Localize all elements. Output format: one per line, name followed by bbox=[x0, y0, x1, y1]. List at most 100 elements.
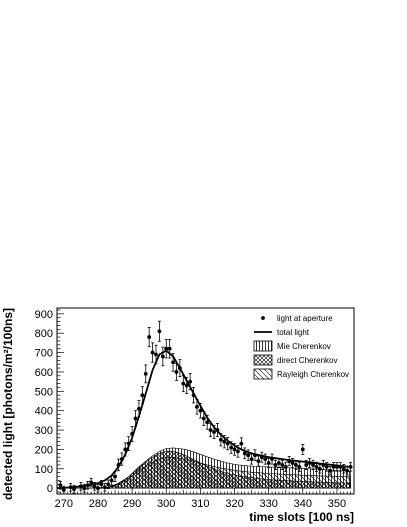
data-point bbox=[85, 481, 90, 490]
legend-entry: Mie Cherenkov bbox=[253, 340, 331, 352]
data-point bbox=[191, 387, 196, 404]
data-point bbox=[294, 459, 298, 470]
data-point bbox=[259, 451, 264, 463]
data-point bbox=[263, 453, 268, 465]
data-point bbox=[72, 484, 76, 494]
data-point bbox=[328, 466, 333, 476]
data-point bbox=[253, 449, 257, 462]
data-point bbox=[345, 466, 350, 476]
y-tick-label: 800 bbox=[35, 328, 53, 340]
data-point bbox=[266, 457, 271, 469]
data-point bbox=[335, 462, 339, 472]
data-point bbox=[270, 453, 274, 465]
data-point bbox=[78, 481, 83, 491]
data-point bbox=[300, 443, 305, 455]
data-point bbox=[82, 483, 87, 493]
y-tick-label: 900 bbox=[35, 309, 53, 321]
data-point bbox=[116, 458, 121, 472]
x-tick-label: 290 bbox=[123, 498, 141, 510]
legend-swatch bbox=[253, 368, 273, 380]
data-point bbox=[287, 456, 292, 467]
legend-swatch bbox=[253, 354, 273, 366]
data-point bbox=[164, 338, 169, 359]
data-point bbox=[324, 462, 329, 472]
data-point bbox=[239, 437, 244, 450]
data-point bbox=[140, 386, 145, 405]
x-axis-title: time slots [100 ns] bbox=[249, 510, 354, 524]
y-tick-label: 700 bbox=[35, 348, 53, 360]
plot-frame bbox=[56, 307, 355, 495]
legend: light at aperture total light Mie Cherenko… bbox=[253, 314, 349, 380]
data-point bbox=[143, 364, 148, 384]
data-point bbox=[304, 459, 309, 470]
data-point bbox=[242, 447, 247, 460]
y-tick-label: 100 bbox=[35, 464, 53, 476]
area-rayleigh-cherenkov bbox=[56, 457, 351, 489]
data-point bbox=[348, 462, 353, 472]
x-tick-label: 270 bbox=[55, 498, 73, 510]
y-axis: 0 100 200 300 400 500 600 700 800 900 bbox=[35, 309, 64, 495]
data-point bbox=[150, 342, 155, 363]
x-tick-label: 350 bbox=[328, 498, 346, 510]
data-point bbox=[314, 461, 319, 472]
data-point bbox=[317, 464, 322, 474]
data-point bbox=[321, 459, 326, 470]
legend-label: Rayleigh Cherenkov bbox=[277, 370, 349, 379]
data-point bbox=[205, 414, 210, 430]
data-point bbox=[68, 482, 73, 492]
legend-label: light at aperture bbox=[277, 314, 333, 323]
plot-bands bbox=[56, 447, 351, 489]
x-tick-label: 300 bbox=[157, 498, 175, 510]
data-point bbox=[167, 338, 172, 359]
y-tick-label: 0 bbox=[47, 483, 53, 495]
data-point bbox=[119, 452, 124, 466]
data-point bbox=[297, 461, 302, 472]
data-point bbox=[133, 410, 138, 427]
data-point bbox=[195, 399, 199, 415]
data-point bbox=[89, 478, 94, 487]
data-point bbox=[198, 402, 203, 419]
y-tick-label: 200 bbox=[35, 444, 53, 456]
data-point bbox=[113, 471, 117, 483]
x-tick-label: 320 bbox=[225, 498, 243, 510]
legend-entry: direct Cherenkov bbox=[253, 354, 337, 366]
data-point bbox=[154, 344, 158, 365]
legend-label: total light bbox=[277, 328, 310, 337]
data-point bbox=[229, 441, 234, 454]
data-point bbox=[280, 459, 285, 470]
legend-entry: light at aperture bbox=[261, 314, 333, 323]
data-point bbox=[273, 459, 278, 470]
data-point bbox=[137, 400, 141, 418]
data-point bbox=[256, 455, 261, 467]
x-tick-label: 330 bbox=[259, 498, 277, 510]
data-point bbox=[283, 461, 288, 472]
data-point bbox=[290, 457, 295, 469]
data-point bbox=[102, 482, 107, 492]
data-point bbox=[249, 453, 254, 465]
data-point bbox=[212, 425, 216, 439]
data-point bbox=[208, 423, 213, 438]
data-point bbox=[338, 462, 343, 472]
data-point bbox=[157, 320, 162, 342]
data-point bbox=[92, 481, 97, 491]
data-point bbox=[246, 449, 251, 462]
data-point bbox=[109, 475, 114, 486]
data-point bbox=[311, 459, 315, 470]
data-point bbox=[222, 435, 227, 449]
data-point bbox=[218, 433, 223, 447]
data-point bbox=[307, 457, 312, 469]
data-point bbox=[181, 375, 186, 393]
data-point bbox=[147, 326, 152, 348]
data-point bbox=[215, 423, 220, 438]
data-point bbox=[99, 480, 104, 489]
data-point bbox=[331, 462, 336, 472]
data-point bbox=[236, 445, 240, 458]
data-point bbox=[188, 373, 193, 391]
data-point bbox=[276, 457, 281, 469]
x-tick-label: 340 bbox=[294, 498, 312, 510]
legend-label: direct Cherenkov bbox=[277, 356, 337, 365]
y-tick-label: 300 bbox=[35, 425, 53, 437]
legend-swatch bbox=[253, 340, 273, 352]
y-tick-label: 500 bbox=[35, 386, 53, 398]
